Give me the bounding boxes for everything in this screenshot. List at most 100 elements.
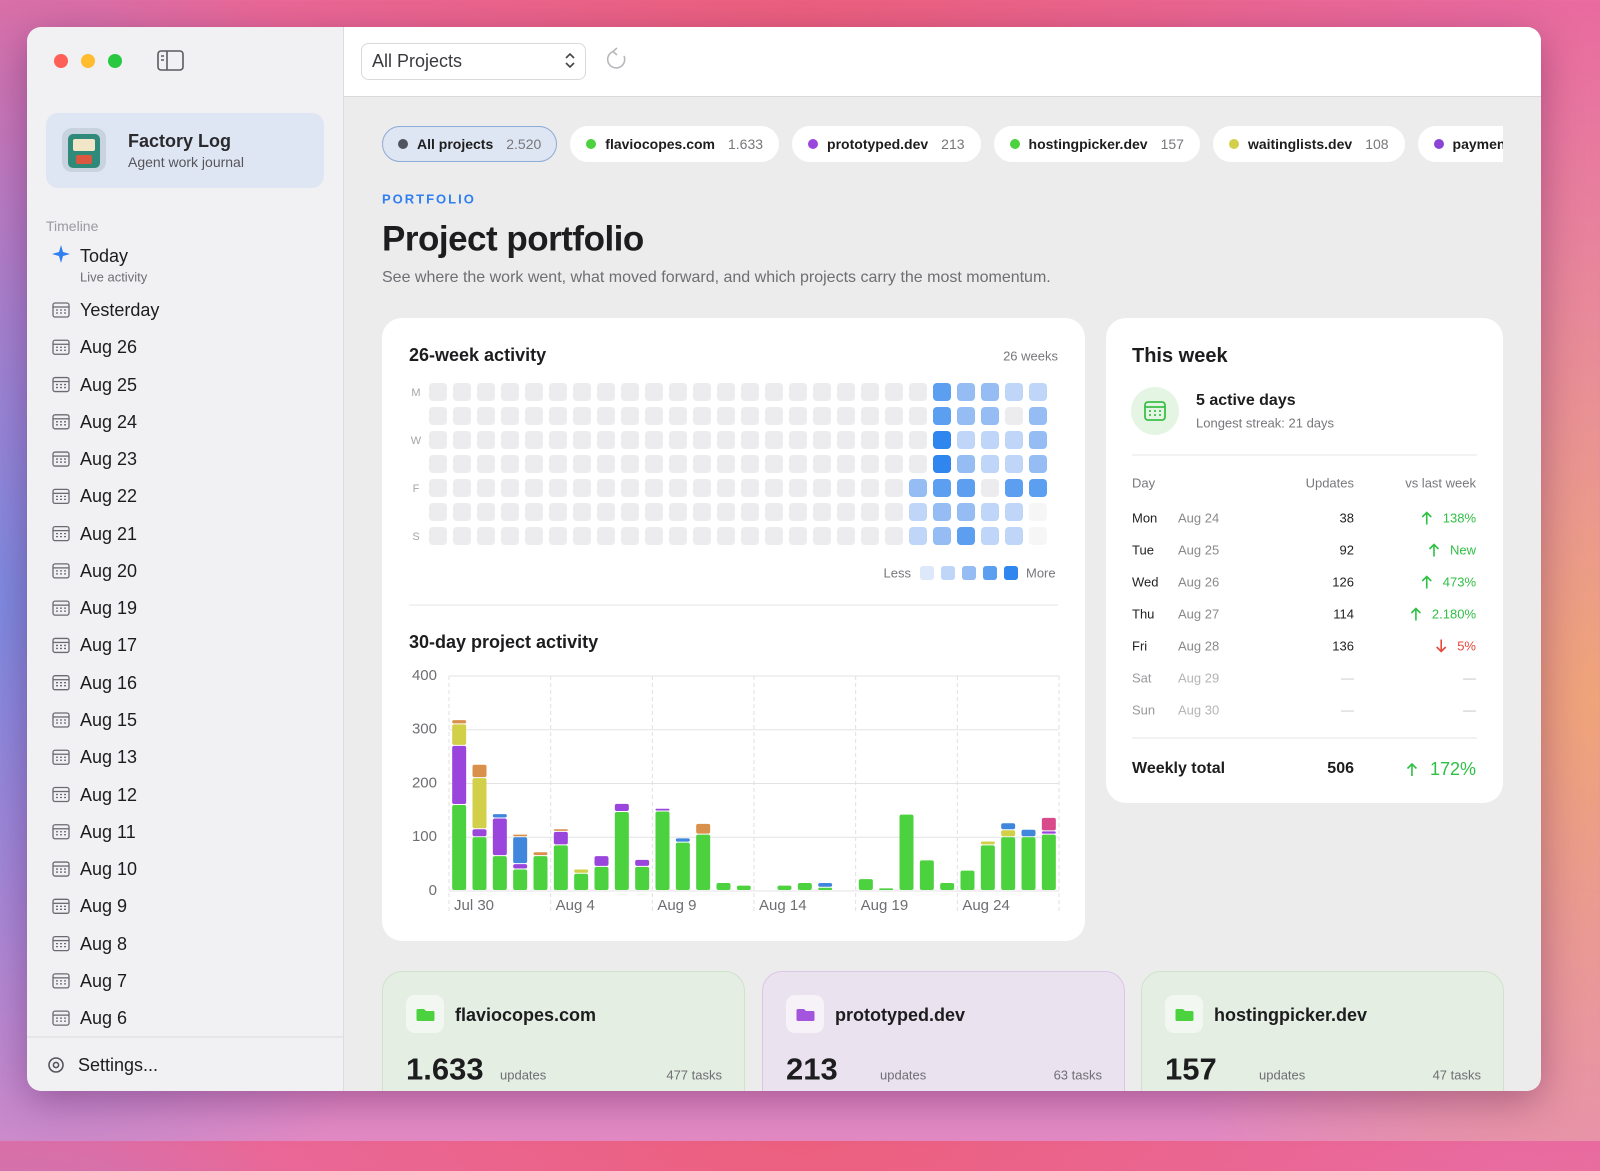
calendar-frame — [52, 861, 70, 877]
heatmap-cell — [429, 407, 447, 425]
filter-pill[interactable]: All projects 2.520 — [382, 126, 558, 162]
app-subtitle: Agent work journal — [128, 154, 244, 170]
filter-pill[interactable]: waitinglists.dev 108 — [1212, 126, 1405, 162]
calendar-frame — [52, 898, 70, 914]
project-name: hostingpicker.dev — [1214, 1005, 1368, 1025]
calendar-dots — [56, 793, 66, 799]
heatmap-cell — [573, 479, 591, 497]
timeline-day[interactable]: Aug 6 — [80, 1008, 128, 1029]
timeline-day[interactable]: Aug 12 — [80, 784, 138, 805]
project-card[interactable] — [1141, 971, 1504, 1091]
timeline-day[interactable]: Yesterday — [80, 300, 160, 320]
timeline-day[interactable]: Aug 16 — [80, 672, 138, 693]
bar-segment — [1041, 834, 1056, 890]
timeline-day[interactable]: Aug 23 — [80, 449, 138, 470]
project-icon — [1165, 995, 1203, 1033]
calendar-dots — [56, 719, 66, 724]
timeline-day[interactable]: Aug 24 — [80, 411, 138, 432]
heatmap-cell — [453, 407, 471, 425]
timeline-day[interactable]: Aug 8 — [80, 933, 128, 954]
folder-icon — [796, 1009, 815, 1021]
heatmap-cell — [717, 407, 735, 425]
sidebar-toggle[interactable] — [157, 50, 184, 71]
timeline-day[interactable]: Aug 15 — [80, 709, 138, 730]
sparkle-icon — [52, 245, 70, 263]
heatmap-cell — [981, 503, 999, 521]
heatmap-cell — [717, 503, 735, 521]
heatmap-cell — [1005, 455, 1023, 473]
filter-name: All projects — [417, 136, 494, 152]
heatmap-cell — [981, 431, 999, 449]
streak: Longest streak: 21 days — [1196, 415, 1335, 431]
row-change: 138% — [1421, 511, 1476, 526]
timeline-day[interactable]: Aug 25 — [80, 374, 138, 395]
heatmap-cell — [453, 503, 471, 521]
calendar-icon — [52, 563, 70, 579]
app-card[interactable] — [46, 113, 324, 188]
settings-link[interactable]: Settings... — [78, 1055, 159, 1075]
filter-pill[interactable]: prototyped.dev 213 — [792, 126, 981, 162]
heatmap-cell — [765, 527, 783, 545]
filter-pill[interactable]: hostingpicker.dev 157 — [993, 126, 1200, 162]
page-subtitle: See where the work went, what moved forw… — [382, 269, 1051, 286]
heatmap-cell — [669, 527, 687, 545]
heatmap-cell — [837, 503, 855, 521]
app-icon — [62, 128, 106, 172]
project-icon — [406, 995, 444, 1033]
heatmap-cell — [549, 503, 567, 521]
filter-pill[interactable]: paymentproc — [1417, 126, 1503, 162]
minimize-button[interactable] — [81, 54, 95, 68]
heatmap-cell — [837, 383, 855, 401]
heatmap-cell — [1029, 455, 1047, 473]
timeline-day[interactable]: Aug 21 — [80, 523, 138, 544]
heatmap-cell — [789, 383, 807, 401]
filter-pill[interactable]: flaviocopes.com 1.633 — [570, 126, 780, 162]
heatmap-cell — [1005, 479, 1023, 497]
heatmap-cell — [1005, 407, 1023, 425]
calendar-frame — [52, 935, 70, 952]
project-select[interactable] — [361, 43, 586, 80]
calendar-icon — [52, 488, 70, 505]
timeline-day[interactable]: Aug 19 — [80, 598, 138, 619]
calendar-icon — [52, 861, 70, 877]
heatmap-cell — [549, 479, 567, 497]
timeline-day[interactable]: Aug 26 — [80, 337, 138, 358]
bar-segment — [696, 823, 711, 834]
timeline-day[interactable]: Aug 11 — [80, 821, 136, 842]
timeline-day[interactable]: Aug 17 — [80, 635, 138, 656]
close-button[interactable] — [54, 54, 68, 68]
timeline-day[interactable]: Aug 10 — [80, 859, 138, 880]
row-date: Aug 26 — [1178, 574, 1220, 590]
timeline-day[interactable]: Aug 7 — [80, 970, 128, 991]
today-label: Today — [80, 246, 129, 266]
project-card[interactable] — [382, 971, 745, 1091]
heatmap-cell — [789, 479, 807, 497]
refresh-button[interactable] — [606, 47, 626, 69]
timeline-day[interactable]: Aug 22 — [80, 486, 138, 507]
filter-name: paymentproc — [1452, 136, 1503, 152]
timeline-day[interactable]: Aug 20 — [80, 560, 138, 581]
bar-segment — [960, 870, 975, 890]
row-change: 473% — [1421, 575, 1476, 590]
filter-dot — [586, 139, 597, 149]
heatmap-cell — [1029, 527, 1047, 545]
project-card[interactable] — [762, 971, 1125, 1091]
zoom-button[interactable] — [108, 54, 122, 68]
bar-segment — [472, 778, 487, 829]
heatmap-cell — [645, 479, 663, 497]
heatmap-cell — [573, 407, 591, 425]
timeline-day[interactable]: Aug 9 — [80, 896, 128, 917]
y-tick-label: 400 — [412, 667, 437, 684]
heatmap-cell — [741, 455, 759, 473]
heatmap-cell — [957, 407, 975, 425]
legend-less: Less — [883, 565, 911, 581]
x-tick-label: Aug 4 — [556, 897, 595, 914]
bar-segment — [1001, 837, 1016, 890]
heatmap-cell — [909, 503, 927, 521]
bar-segment — [452, 745, 467, 804]
heatmap-cell — [429, 431, 447, 449]
trend-arrow — [1410, 607, 1421, 621]
heatmap-cell — [501, 455, 519, 473]
row-day: Fri — [1132, 638, 1148, 654]
timeline-day[interactable]: Aug 13 — [80, 747, 138, 768]
